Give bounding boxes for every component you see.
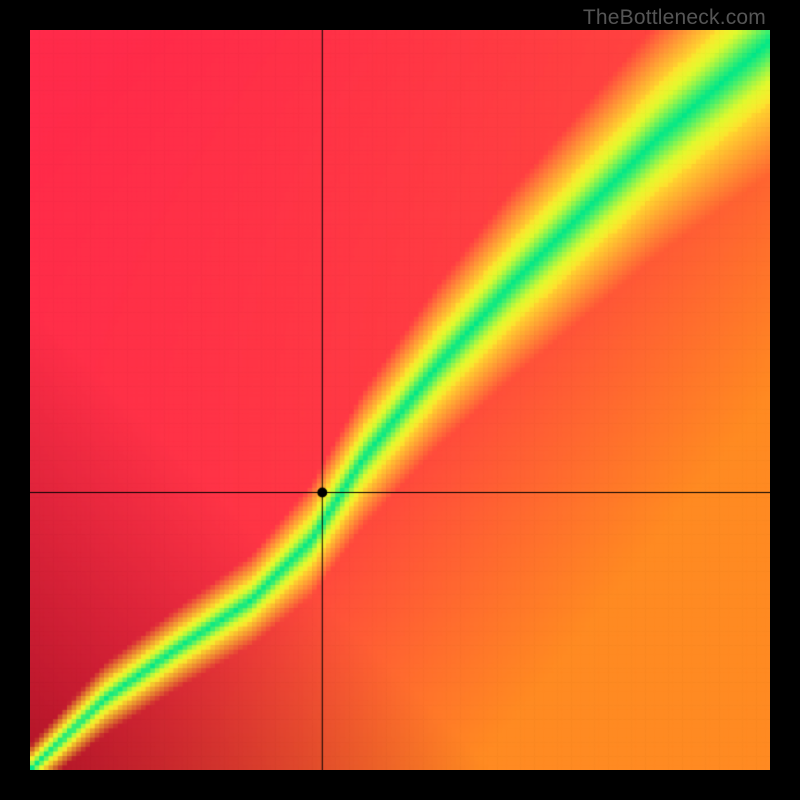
- chart-container: TheBottleneck.com: [0, 0, 800, 800]
- plot-frame: [30, 30, 770, 770]
- watermark-text: TheBottleneck.com: [583, 6, 766, 30]
- heatmap-canvas: [30, 30, 770, 770]
